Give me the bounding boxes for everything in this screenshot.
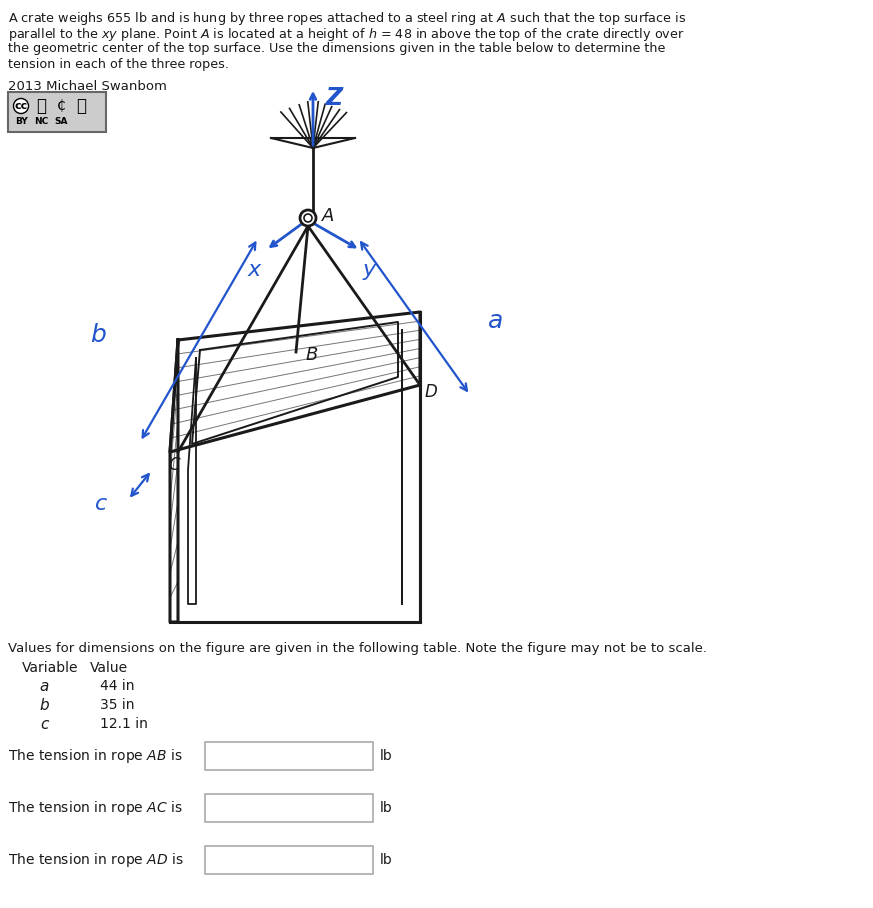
Text: SA: SA (54, 117, 68, 126)
Text: Z: Z (326, 86, 343, 110)
Text: Values for dimensions on the figure are given in the following table. Note the f: Values for dimensions on the figure are … (8, 642, 707, 655)
Text: a: a (488, 309, 504, 333)
Text: 2013 Michael Swanbom: 2013 Michael Swanbom (8, 80, 167, 93)
Circle shape (304, 214, 312, 222)
Text: y: y (363, 260, 376, 280)
Text: tension in each of the three ropes.: tension in each of the three ropes. (8, 58, 229, 71)
FancyBboxPatch shape (8, 92, 106, 132)
Text: 44 in: 44 in (100, 679, 134, 693)
Text: B: B (306, 346, 319, 364)
Text: 12.1 in: 12.1 in (100, 717, 148, 731)
Text: NC: NC (34, 117, 48, 126)
Text: cc: cc (14, 101, 28, 111)
Text: parallel to the $\mathit{xy}$ plane. Point $\mathit{A}$ is located at a height o: parallel to the $\mathit{xy}$ plane. Poi… (8, 26, 684, 43)
Text: The tension in rope $\mathit{AD}$ is: The tension in rope $\mathit{AD}$ is (8, 851, 183, 869)
Circle shape (300, 210, 316, 226)
Text: c: c (40, 717, 48, 732)
Text: lb: lb (380, 801, 393, 815)
Text: A: A (322, 207, 334, 225)
Text: the geometric center of the top surface. Use the dimensions given in the table b: the geometric center of the top surface.… (8, 42, 665, 55)
Text: b: b (90, 323, 106, 347)
FancyBboxPatch shape (205, 846, 373, 874)
Text: The tension in rope $\mathit{AB}$ is: The tension in rope $\mathit{AB}$ is (8, 747, 182, 765)
Text: D: D (425, 383, 437, 401)
Text: Value: Value (90, 661, 128, 675)
FancyBboxPatch shape (205, 742, 373, 770)
Text: ₵: ₵ (57, 99, 65, 113)
FancyBboxPatch shape (205, 794, 373, 822)
Text: A crate weighs 655 lb and is hung by three ropes attached to a steel ring at $\m: A crate weighs 655 lb and is hung by thr… (8, 10, 686, 27)
Text: c: c (95, 494, 107, 514)
Text: Variable: Variable (22, 661, 79, 675)
Text: a: a (39, 679, 49, 694)
Text: Ⓞ: Ⓞ (76, 97, 86, 115)
Text: lb: lb (380, 853, 393, 867)
Text: BY: BY (15, 117, 27, 126)
Text: x: x (248, 260, 261, 280)
Text: 35 in: 35 in (100, 698, 134, 712)
Text: b: b (39, 698, 49, 713)
Text: C: C (168, 456, 180, 474)
Text: ⓘ: ⓘ (36, 97, 46, 115)
Text: The tension in rope $\mathit{AC}$ is: The tension in rope $\mathit{AC}$ is (8, 799, 182, 817)
Text: lb: lb (380, 749, 393, 763)
